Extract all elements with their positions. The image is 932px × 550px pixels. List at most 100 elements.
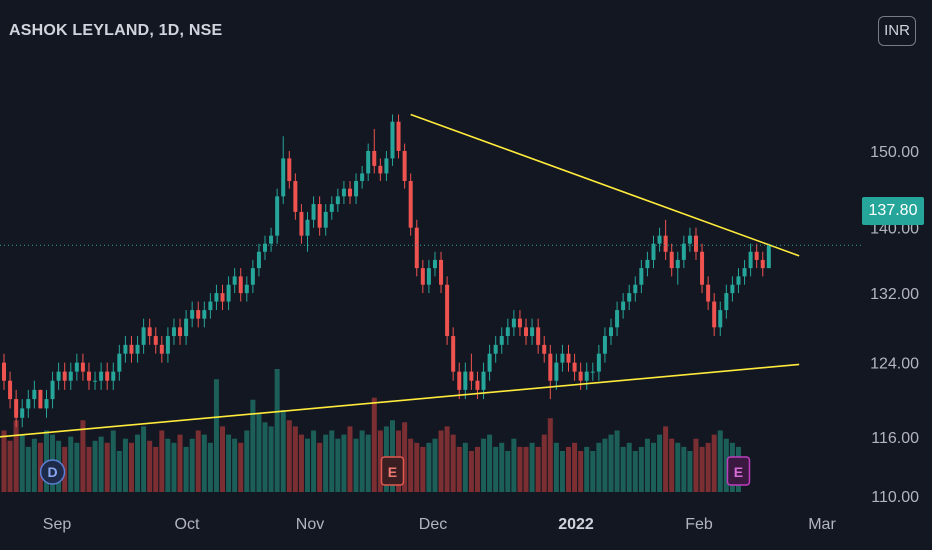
candle (214, 284, 219, 311)
candle (609, 318, 613, 345)
volume-bar (268, 426, 274, 492)
candle (220, 284, 225, 311)
candle (639, 259, 644, 294)
volume-bar (414, 442, 420, 492)
candle (159, 336, 164, 363)
earnings-event-marker[interactable]: E (380, 456, 405, 486)
candle (226, 276, 231, 311)
candle (147, 318, 152, 345)
volume-bar (626, 442, 632, 492)
volume-bar (153, 446, 159, 492)
candle (615, 301, 620, 337)
volume-bar (675, 442, 681, 492)
candle (511, 310, 516, 337)
candle (93, 371, 98, 390)
volume-bar (80, 420, 86, 492)
candle (178, 318, 183, 345)
candle (439, 251, 444, 294)
candle (554, 353, 559, 390)
candle (724, 284, 729, 319)
volume-bar (286, 420, 292, 492)
candle (117, 344, 122, 381)
volume-bar (317, 442, 323, 492)
candle (402, 143, 407, 189)
candle (384, 150, 389, 182)
volume-bar (365, 434, 371, 492)
volume-bar (389, 420, 395, 492)
volume-bar (341, 434, 347, 492)
candle (760, 251, 765, 277)
volume-bar (207, 442, 213, 492)
volume-bar (37, 442, 43, 492)
candle (2, 353, 6, 390)
volume-bar (92, 440, 98, 492)
volume-bar (226, 434, 232, 492)
volume-bar (511, 438, 517, 492)
candle (141, 318, 146, 354)
candle (360, 165, 365, 189)
candle (111, 362, 116, 390)
candle (372, 128, 377, 174)
candle (256, 243, 261, 277)
candle (396, 114, 401, 159)
candle (621, 293, 626, 319)
candle (414, 219, 419, 277)
currency-button[interactable]: INR (878, 16, 916, 46)
candle (26, 389, 31, 418)
candle (766, 243, 771, 269)
volume-bar (19, 434, 25, 492)
candle (451, 327, 456, 381)
candle (135, 336, 140, 363)
candle (263, 235, 268, 260)
candle (669, 243, 674, 277)
candle (269, 227, 274, 252)
volume-bar (74, 442, 80, 492)
volume-bar (717, 430, 723, 492)
candle (184, 310, 189, 345)
lower-trendline[interactable] (0, 363, 800, 438)
volume-bar (122, 438, 128, 492)
time-axis-label: 2022 (558, 516, 594, 533)
candle (493, 336, 498, 363)
candle (651, 235, 656, 269)
price-axis-label: 110.00 (871, 489, 919, 506)
volume-bar (98, 436, 104, 492)
dividend-event-marker[interactable]: D (39, 459, 66, 485)
volume-bar (505, 451, 511, 492)
candle (590, 362, 595, 381)
symbol-title[interactable]: ASHOK LEYLAND, 1D, NSE (9, 22, 223, 39)
volume-bar (474, 446, 480, 492)
volume-bar (487, 434, 493, 492)
volume-bar (620, 446, 626, 492)
volume-bar (523, 446, 529, 492)
volume-bar (547, 418, 553, 492)
candle (378, 158, 383, 182)
candle (250, 259, 255, 294)
earnings-event-marker[interactable]: E (726, 456, 751, 486)
volume-bar (1, 430, 7, 492)
candle (700, 243, 705, 294)
candle (687, 227, 692, 252)
volume-bar (468, 451, 474, 492)
volume-bar (450, 434, 456, 492)
candle (390, 114, 395, 166)
upper-trendline[interactable] (410, 113, 800, 257)
volume-bar (493, 446, 499, 492)
trendlines[interactable] (0, 113, 800, 438)
candle (8, 371, 13, 409)
volume-bar (408, 438, 414, 492)
candle (542, 336, 547, 363)
candle (238, 268, 243, 302)
candle (566, 344, 571, 372)
volume-bar (632, 451, 638, 492)
volume-bar (165, 438, 171, 492)
volume-bar (232, 438, 238, 492)
event-marker-label: E (734, 464, 743, 480)
candle (366, 143, 371, 182)
volume-bar (693, 438, 699, 492)
time-axis[interactable]: Sep Oct Nov Dec 2022 Feb Mar (43, 516, 837, 533)
volume-bar (711, 434, 717, 492)
